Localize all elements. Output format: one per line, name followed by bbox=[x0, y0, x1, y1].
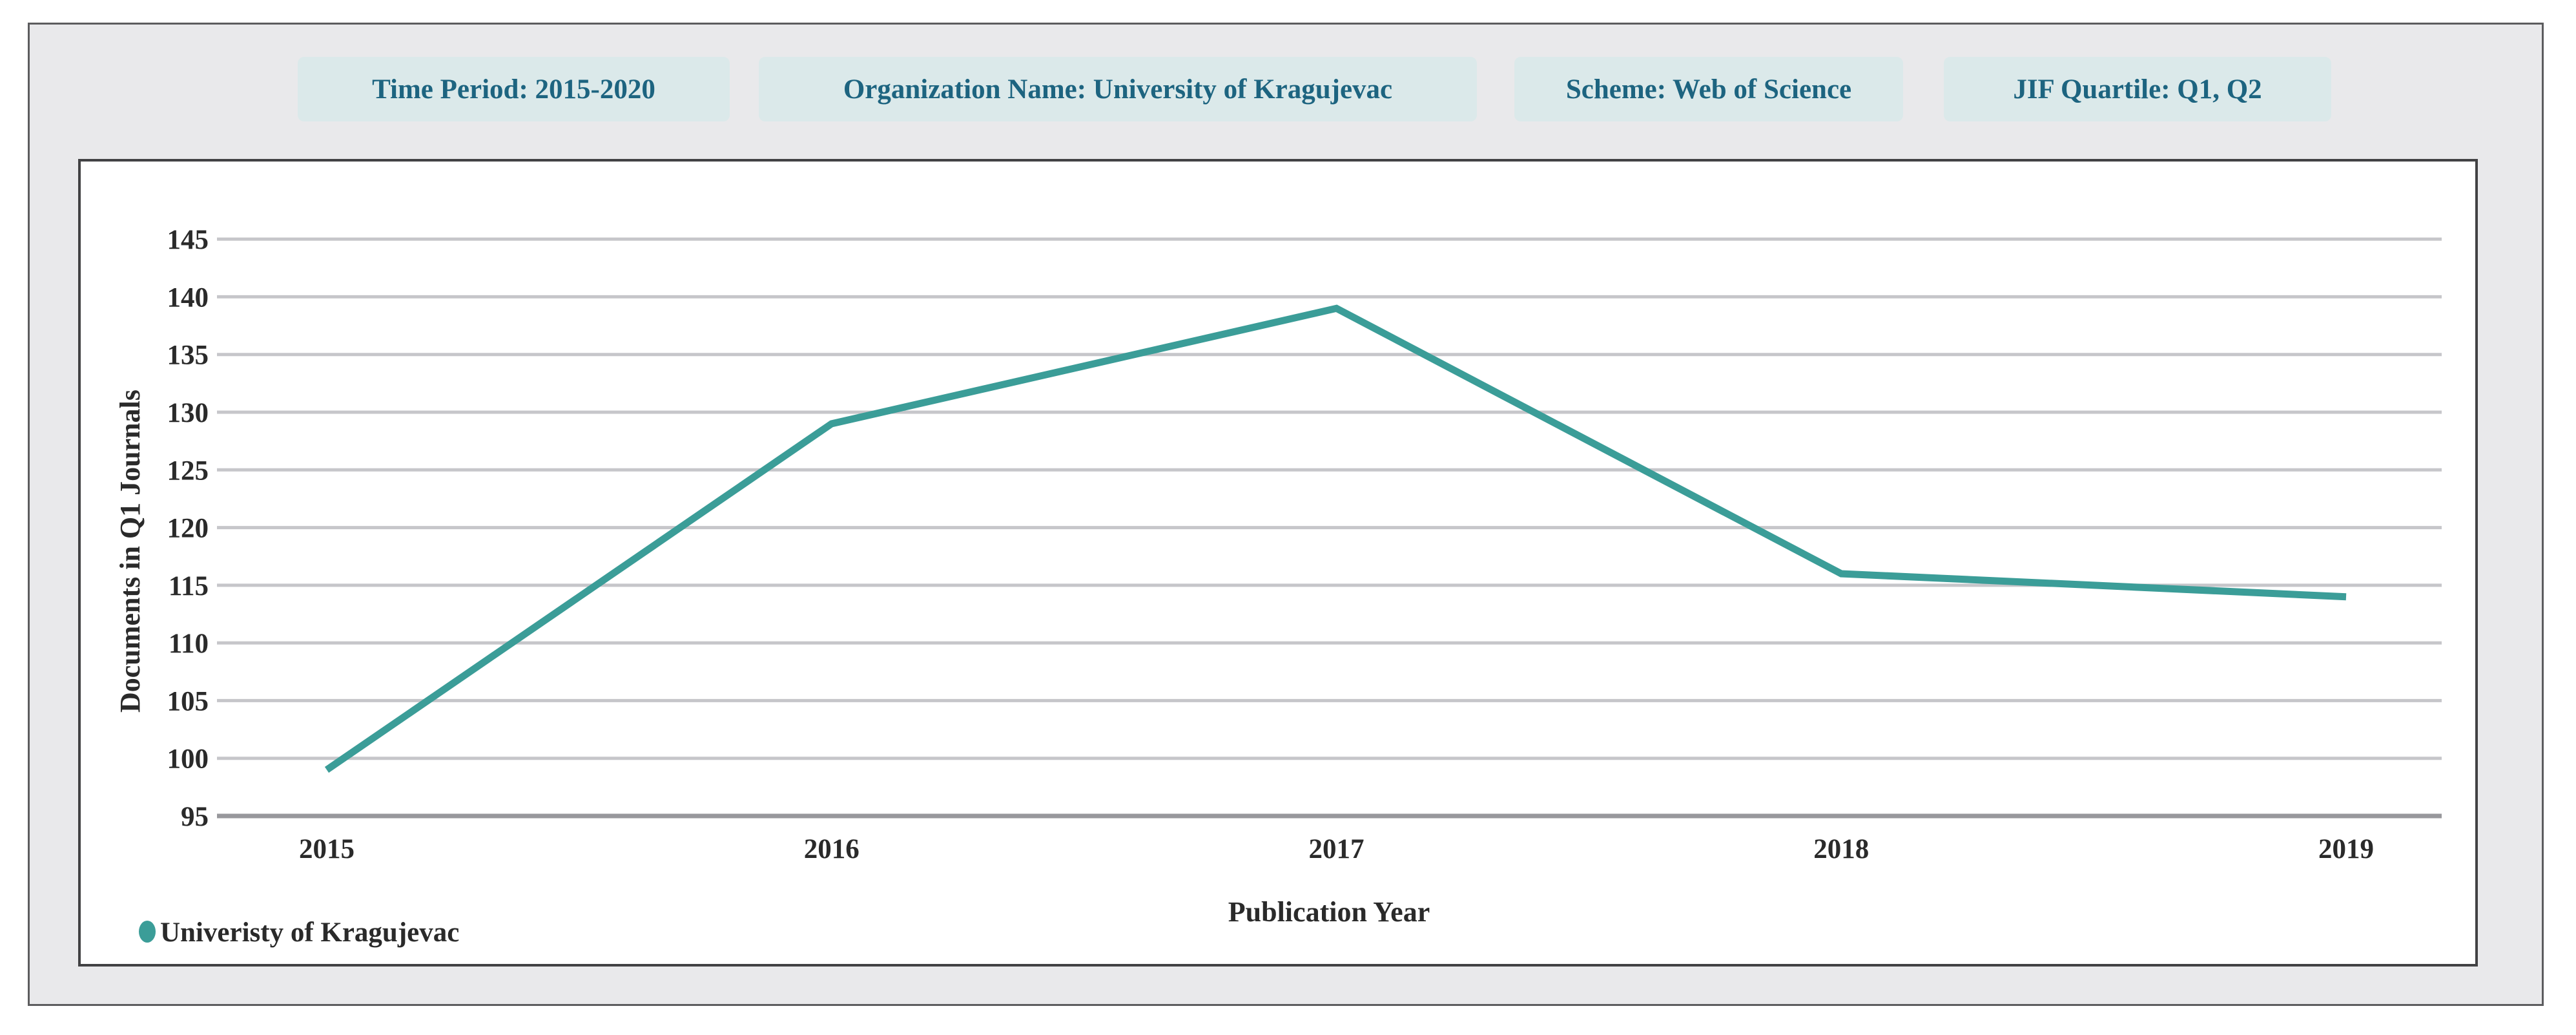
report-panel: Time Period: 2015-2020 Organization Name… bbox=[28, 23, 2544, 1006]
filter-badge-time-period-label: Time Period: 2015-2020 bbox=[372, 74, 655, 105]
chart-svg: 95 100 105 110 115 120 125 130 135 140 145 2015 2016… bbox=[114, 225, 2442, 948]
legend-dot bbox=[139, 921, 156, 943]
x-axis-title: Publication Year bbox=[1228, 896, 1430, 928]
filter-badge-organization-label: Organization Name: University of Kraguje… bbox=[843, 74, 1393, 105]
x-tick-label: 2018 bbox=[1813, 834, 1869, 864]
x-tick-label: 2015 bbox=[299, 834, 355, 864]
series-line bbox=[324, 304, 2347, 773]
y-tick-label: 130 bbox=[167, 398, 209, 428]
y-tick-label: 100 bbox=[167, 744, 209, 775]
y-tick-label: 105 bbox=[167, 686, 209, 716]
y-tick-label: 120 bbox=[167, 514, 209, 544]
x-tick-label: 2017 bbox=[1309, 834, 1365, 864]
y-tick-label: 135 bbox=[167, 340, 209, 371]
x-tick-label: 2016 bbox=[804, 834, 860, 864]
y-tick-label: 140 bbox=[167, 282, 209, 313]
filter-badge-scheme-label: Scheme: Web of Science bbox=[1565, 74, 1852, 105]
filter-badge-organization: Organization Name: University of Kraguje… bbox=[759, 57, 1477, 121]
filter-badge-time-period: Time Period: 2015-2020 bbox=[298, 57, 730, 121]
filter-badge-jif-quartile: JIF Quartile: Q1, Q2 bbox=[1944, 57, 2331, 121]
filter-badge-jif-quartile-label: JIF Quartile: Q1, Q2 bbox=[2013, 74, 2262, 105]
y-tick-label: 95 bbox=[181, 802, 209, 832]
filter-badge-scheme: Scheme: Web of Science bbox=[1514, 57, 1903, 121]
x-tick-label: 2019 bbox=[2318, 834, 2374, 864]
y-tick-label: 110 bbox=[169, 629, 209, 659]
chart-panel: 95 100 105 110 115 120 125 130 135 140 145 2015 2016… bbox=[78, 159, 2478, 967]
legend-label: Univeristy of Kragujevac bbox=[160, 917, 459, 948]
y-tick-label: 125 bbox=[167, 455, 209, 486]
y-tick-label: 115 bbox=[169, 571, 209, 601]
y-tick-label: 145 bbox=[167, 225, 209, 255]
y-axis-title: Documents in Q1 Journals bbox=[114, 390, 146, 713]
